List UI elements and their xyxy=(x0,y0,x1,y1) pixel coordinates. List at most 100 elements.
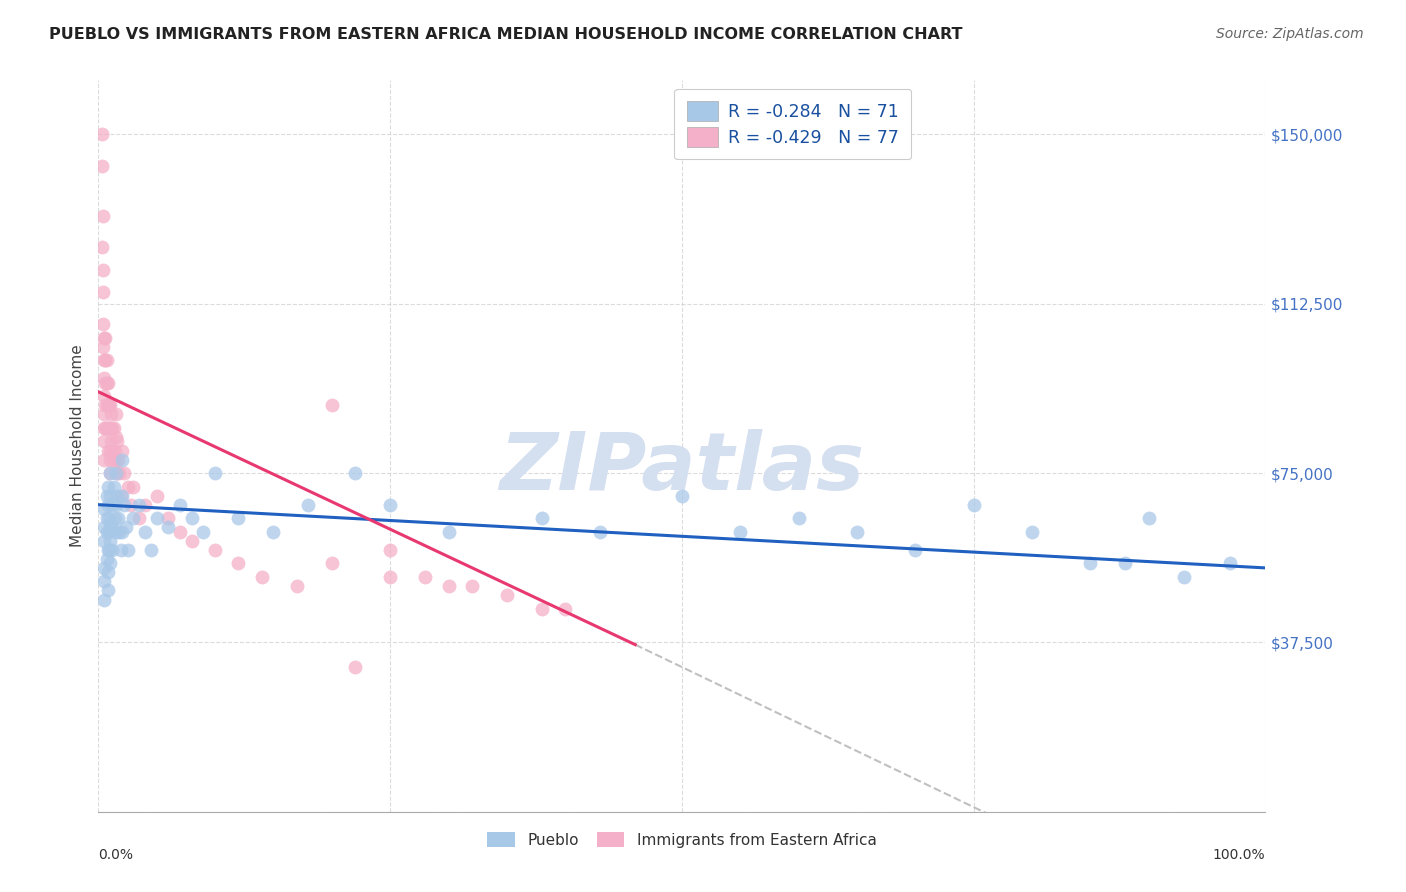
Point xyxy=(228,511,250,525)
Point xyxy=(180,533,202,548)
Text: PUEBLO VS IMMIGRANTS FROM EASTERN AFRICA MEDIAN HOUSEHOLD INCOME CORRELATION CHA: PUEBLO VS IMMIGRANTS FROM EASTERN AFRICA… xyxy=(49,27,963,42)
Point xyxy=(94,376,117,390)
Point xyxy=(134,498,156,512)
Point xyxy=(111,489,134,503)
Point xyxy=(104,466,127,480)
Point xyxy=(91,340,114,354)
Point xyxy=(96,489,118,503)
Point xyxy=(297,498,319,512)
Point xyxy=(104,408,127,422)
Point xyxy=(169,524,191,539)
Point xyxy=(1021,524,1043,539)
Point xyxy=(904,542,927,557)
Point xyxy=(108,466,131,480)
Point xyxy=(103,480,125,494)
Point xyxy=(93,592,115,607)
Point xyxy=(108,524,131,539)
Point xyxy=(380,498,402,512)
Point xyxy=(180,511,202,525)
Point xyxy=(98,466,121,480)
Point xyxy=(100,434,122,449)
Point xyxy=(105,466,128,480)
Point xyxy=(787,511,810,525)
Point xyxy=(146,489,169,503)
Point xyxy=(111,452,134,467)
Point xyxy=(104,498,127,512)
Point xyxy=(93,561,115,575)
Point xyxy=(107,452,129,467)
Point xyxy=(228,557,250,571)
Point xyxy=(204,466,226,480)
Point xyxy=(91,263,114,277)
Point xyxy=(94,398,117,412)
Text: 100.0%: 100.0% xyxy=(1213,848,1265,863)
Point xyxy=(93,502,115,516)
Point xyxy=(105,434,128,449)
Point xyxy=(93,452,115,467)
Point xyxy=(589,524,612,539)
Point xyxy=(344,660,367,674)
Point xyxy=(101,421,124,435)
Point xyxy=(96,552,118,566)
Point xyxy=(1173,570,1195,584)
Point xyxy=(139,542,162,557)
Point xyxy=(128,511,150,525)
Point xyxy=(96,353,118,368)
Point xyxy=(96,421,118,435)
Point xyxy=(94,421,117,435)
Point xyxy=(90,128,112,142)
Point xyxy=(1080,557,1102,571)
Point xyxy=(100,408,122,422)
Point xyxy=(134,524,156,539)
Point xyxy=(93,421,115,435)
Point xyxy=(90,159,112,173)
Point xyxy=(97,398,120,412)
Point xyxy=(437,524,460,539)
Point xyxy=(413,570,436,584)
Point xyxy=(94,331,117,345)
Point xyxy=(97,443,120,458)
Point xyxy=(98,516,121,530)
Point xyxy=(554,601,576,615)
Point xyxy=(97,498,120,512)
Point xyxy=(103,421,125,435)
Point xyxy=(105,489,128,503)
Point xyxy=(96,511,118,525)
Point xyxy=(111,443,134,458)
Y-axis label: Median Household Income: Median Household Income xyxy=(69,344,84,548)
Point xyxy=(93,371,115,385)
Point xyxy=(101,520,124,534)
Point xyxy=(98,443,121,458)
Point xyxy=(93,353,115,368)
Point xyxy=(115,520,138,534)
Point xyxy=(120,498,142,512)
Point xyxy=(97,421,120,435)
Point xyxy=(104,524,127,539)
Point xyxy=(321,557,343,571)
Point xyxy=(530,601,553,615)
Point xyxy=(112,466,135,480)
Point xyxy=(93,434,115,449)
Point xyxy=(262,524,284,539)
Point xyxy=(101,498,124,512)
Point xyxy=(962,498,984,512)
Point xyxy=(91,317,114,331)
Point xyxy=(110,542,132,557)
Point xyxy=(104,452,127,467)
Point xyxy=(90,240,112,254)
Point xyxy=(380,542,402,557)
Point xyxy=(97,480,120,494)
Point xyxy=(96,376,118,390)
Point xyxy=(101,542,124,557)
Point xyxy=(730,524,752,539)
Point xyxy=(103,452,125,467)
Point xyxy=(93,389,115,403)
Text: Source: ZipAtlas.com: Source: ZipAtlas.com xyxy=(1216,27,1364,41)
Point xyxy=(97,566,120,580)
Point xyxy=(846,524,869,539)
Point xyxy=(461,579,484,593)
Point xyxy=(93,520,115,534)
Point xyxy=(97,524,120,539)
Point xyxy=(496,588,519,602)
Point xyxy=(117,542,139,557)
